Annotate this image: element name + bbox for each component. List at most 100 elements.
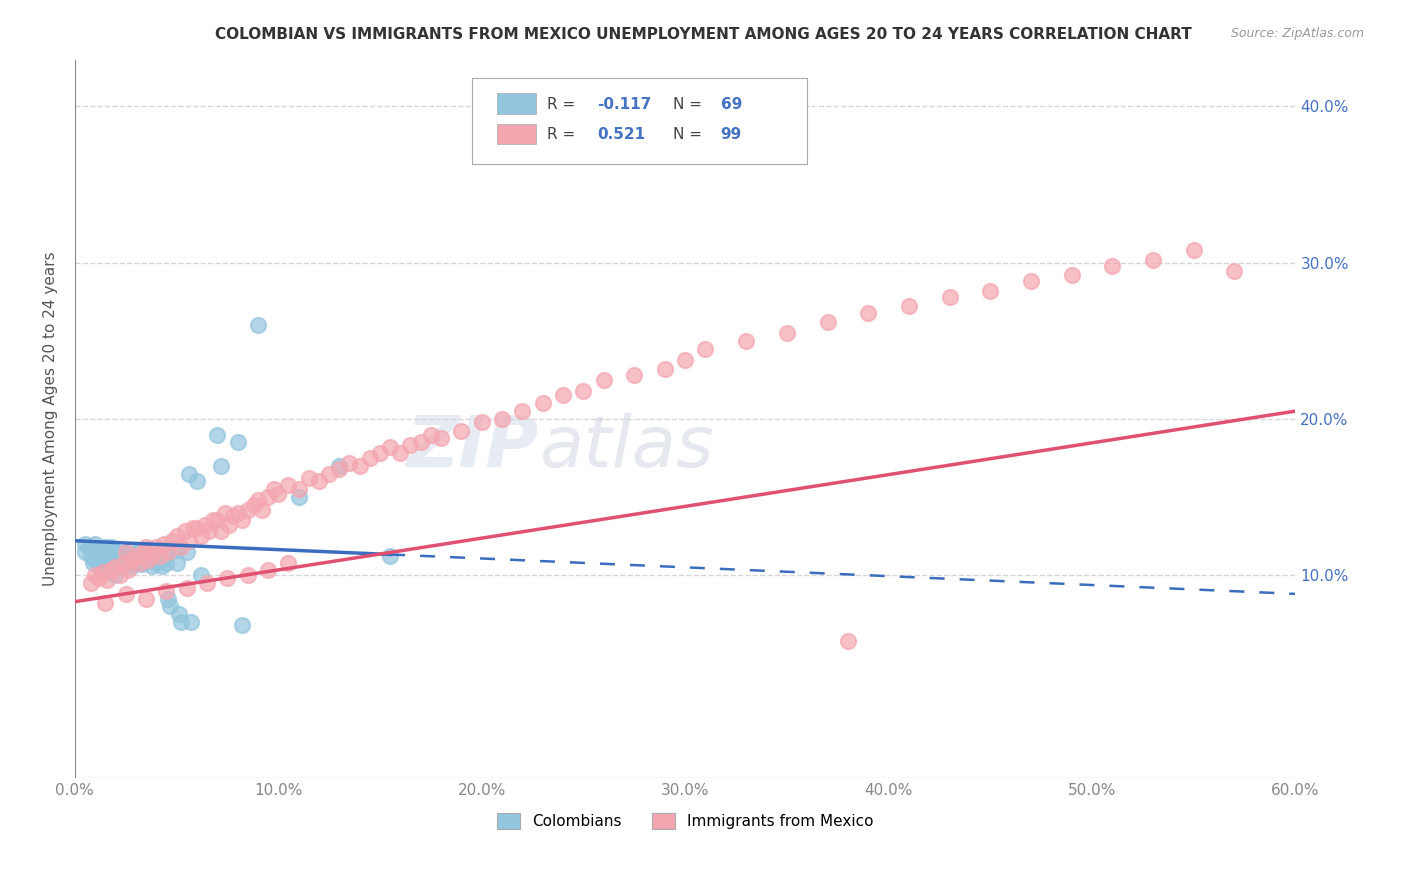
Point bbox=[117, 546, 139, 560]
Point bbox=[257, 564, 280, 578]
Point bbox=[127, 544, 149, 558]
Point bbox=[128, 556, 150, 570]
Point bbox=[572, 384, 595, 398]
Point bbox=[89, 571, 111, 585]
Point bbox=[205, 427, 228, 442]
Point bbox=[202, 513, 225, 527]
Text: -0.117: -0.117 bbox=[598, 96, 651, 112]
Point bbox=[125, 556, 148, 570]
FancyBboxPatch shape bbox=[471, 78, 807, 164]
Text: R =: R = bbox=[547, 127, 581, 142]
Point bbox=[186, 475, 208, 489]
Point bbox=[84, 568, 107, 582]
Point bbox=[858, 306, 880, 320]
Point bbox=[91, 549, 114, 564]
Point bbox=[145, 556, 167, 570]
Point bbox=[84, 552, 107, 566]
Y-axis label: Unemployment Among Ages 20 to 24 years: Unemployment Among Ages 20 to 24 years bbox=[44, 252, 58, 586]
Point bbox=[135, 543, 157, 558]
FancyBboxPatch shape bbox=[498, 94, 536, 114]
Point bbox=[250, 502, 273, 516]
Point bbox=[169, 615, 191, 629]
Point bbox=[128, 552, 150, 566]
Point bbox=[236, 502, 259, 516]
Point bbox=[209, 524, 232, 539]
Point bbox=[263, 482, 285, 496]
Point bbox=[1223, 263, 1246, 277]
Point bbox=[267, 487, 290, 501]
Point bbox=[150, 558, 173, 573]
Point bbox=[108, 552, 131, 566]
Point bbox=[246, 318, 269, 333]
Point bbox=[837, 633, 859, 648]
Point bbox=[222, 508, 245, 523]
Point bbox=[180, 615, 202, 629]
Point bbox=[167, 607, 190, 622]
Point bbox=[90, 560, 112, 574]
Point bbox=[551, 388, 574, 402]
Point bbox=[389, 446, 412, 460]
Point bbox=[190, 529, 212, 543]
Point bbox=[735, 334, 758, 348]
Point bbox=[80, 576, 103, 591]
Point bbox=[89, 543, 111, 558]
Point bbox=[98, 549, 121, 564]
Text: Source: ZipAtlas.com: Source: ZipAtlas.com bbox=[1230, 27, 1364, 40]
Point bbox=[298, 471, 321, 485]
Point bbox=[491, 412, 513, 426]
Point bbox=[155, 583, 177, 598]
Point bbox=[114, 544, 136, 558]
Point bbox=[195, 576, 218, 591]
Point bbox=[897, 300, 920, 314]
Text: COLOMBIAN VS IMMIGRANTS FROM MEXICO UNEMPLOYMENT AMONG AGES 20 TO 24 YEARS CORRE: COLOMBIAN VS IMMIGRANTS FROM MEXICO UNEM… bbox=[215, 27, 1191, 42]
Point bbox=[155, 543, 177, 558]
Point bbox=[94, 540, 117, 554]
Text: N =: N = bbox=[673, 96, 707, 112]
Text: 99: 99 bbox=[720, 127, 742, 142]
Point bbox=[217, 571, 239, 585]
Point bbox=[136, 546, 159, 560]
Point bbox=[157, 591, 180, 606]
Point bbox=[149, 552, 172, 566]
Point bbox=[176, 581, 198, 595]
Point bbox=[246, 493, 269, 508]
Point bbox=[96, 543, 118, 558]
Point bbox=[100, 556, 122, 570]
Point bbox=[378, 549, 401, 564]
Point bbox=[148, 546, 170, 560]
Point bbox=[94, 552, 117, 566]
Point bbox=[938, 290, 960, 304]
Point bbox=[399, 438, 422, 452]
Point bbox=[125, 546, 148, 560]
Point bbox=[176, 544, 198, 558]
Point bbox=[654, 362, 676, 376]
Point bbox=[198, 524, 221, 539]
Point bbox=[114, 587, 136, 601]
Point bbox=[91, 565, 114, 579]
Point bbox=[141, 558, 163, 573]
Point bbox=[104, 556, 127, 570]
Point bbox=[135, 591, 157, 606]
Point bbox=[155, 556, 177, 570]
Point bbox=[162, 533, 184, 548]
Point bbox=[231, 618, 253, 632]
Point bbox=[979, 284, 1001, 298]
Point bbox=[132, 544, 155, 558]
Point bbox=[135, 554, 157, 568]
Point bbox=[169, 540, 191, 554]
Point bbox=[80, 549, 103, 564]
Point bbox=[287, 490, 309, 504]
Point bbox=[378, 440, 401, 454]
Point bbox=[243, 498, 266, 512]
Point bbox=[157, 544, 180, 558]
Point bbox=[141, 548, 163, 562]
Point bbox=[94, 596, 117, 610]
Point bbox=[96, 573, 118, 587]
Point bbox=[209, 458, 232, 473]
Point bbox=[231, 513, 253, 527]
Point bbox=[131, 558, 153, 572]
Point bbox=[450, 425, 472, 439]
Point bbox=[104, 560, 127, 574]
Point bbox=[339, 456, 361, 470]
Point bbox=[776, 326, 799, 340]
